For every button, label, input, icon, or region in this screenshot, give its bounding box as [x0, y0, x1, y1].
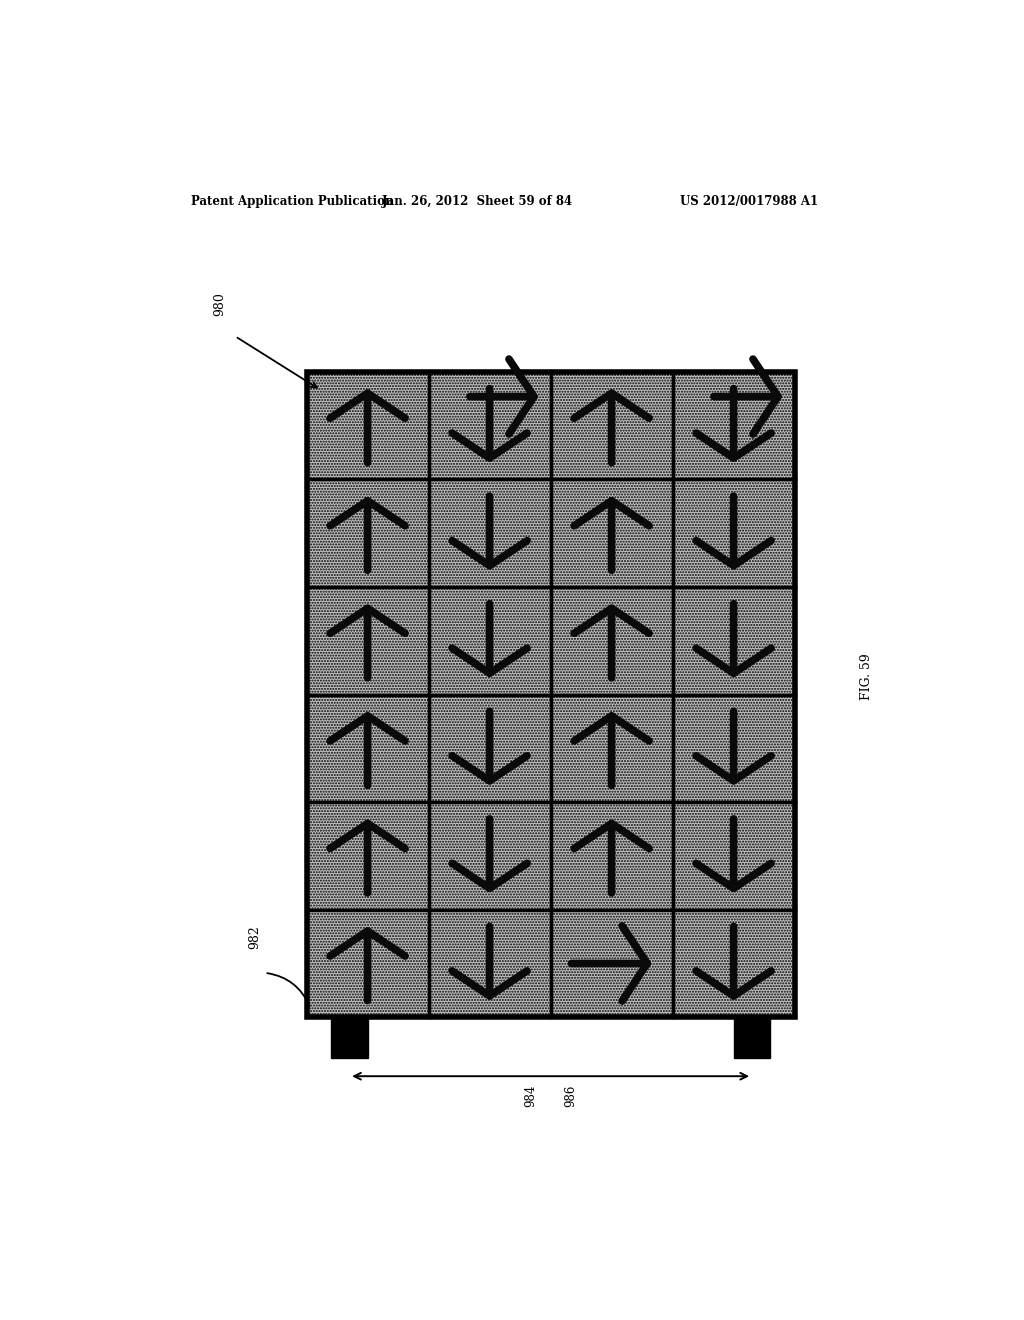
- Bar: [306, 587, 429, 694]
- Bar: [429, 803, 551, 909]
- Bar: [429, 372, 551, 479]
- Text: 982: 982: [249, 925, 261, 949]
- Bar: [429, 694, 551, 803]
- Bar: [551, 694, 673, 803]
- Bar: [306, 372, 429, 479]
- Bar: [306, 909, 429, 1018]
- Text: 984: 984: [524, 1084, 538, 1106]
- Bar: [331, 1018, 368, 1057]
- Bar: [306, 803, 429, 909]
- Bar: [429, 909, 551, 1018]
- Bar: [551, 372, 673, 479]
- Bar: [673, 694, 795, 803]
- Text: Jan. 26, 2012  Sheet 59 of 84: Jan. 26, 2012 Sheet 59 of 84: [382, 194, 572, 207]
- Text: 986: 986: [564, 1084, 577, 1106]
- Bar: [673, 909, 795, 1018]
- Bar: [673, 479, 795, 587]
- Bar: [733, 1018, 770, 1057]
- Text: 980: 980: [213, 292, 225, 315]
- Bar: [673, 587, 795, 694]
- Bar: [551, 909, 673, 1018]
- Bar: [429, 479, 551, 587]
- Text: US 2012/0017988 A1: US 2012/0017988 A1: [680, 194, 818, 207]
- Bar: [306, 372, 795, 1018]
- Bar: [673, 803, 795, 909]
- FancyArrowPatch shape: [267, 973, 309, 1006]
- Bar: [551, 587, 673, 694]
- Bar: [551, 479, 673, 587]
- Bar: [306, 694, 429, 803]
- Bar: [551, 803, 673, 909]
- Text: Patent Application Publication: Patent Application Publication: [191, 194, 394, 207]
- Bar: [429, 587, 551, 694]
- Bar: [306, 479, 429, 587]
- Bar: [673, 372, 795, 479]
- Text: FIG. 59: FIG. 59: [859, 653, 872, 700]
